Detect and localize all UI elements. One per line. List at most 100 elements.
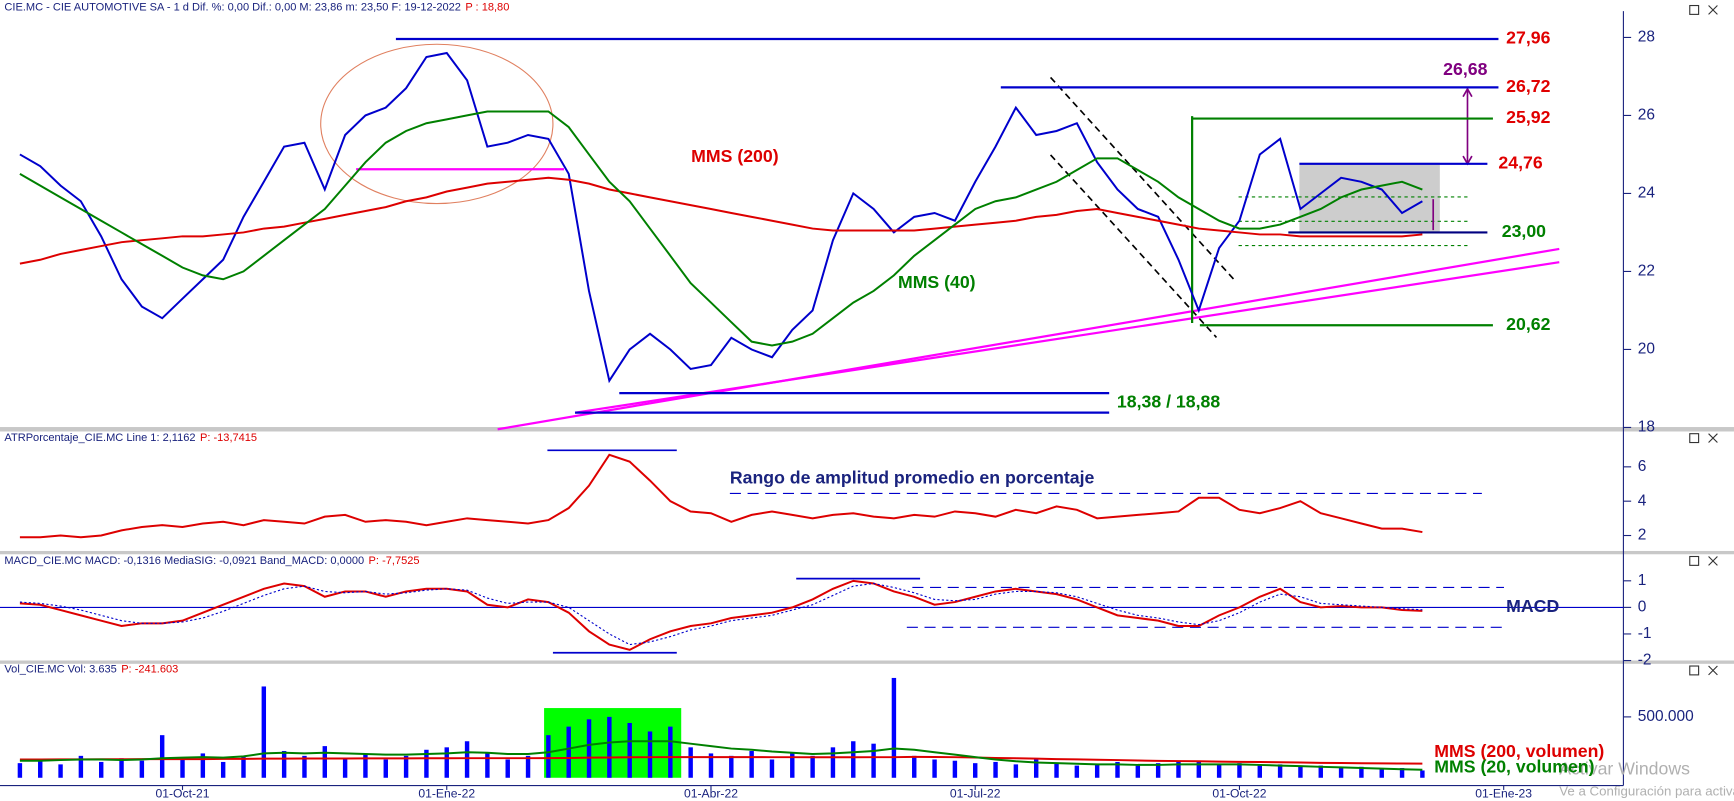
series-line	[19, 453, 1423, 539]
level-label: 20,62	[1506, 314, 1550, 334]
volume-bar	[1420, 770, 1425, 778]
volume-bar	[769, 759, 775, 778]
y-tick-label: 20	[1638, 341, 1655, 358]
volume-bar	[38, 759, 43, 778]
y-tick-label: 26	[1638, 107, 1655, 124]
volume-bar	[566, 726, 571, 778]
volume-bar	[647, 731, 653, 778]
channel-line	[1049, 76, 1237, 283]
volume-bar	[363, 753, 368, 778]
volume-bar	[322, 746, 328, 778]
volume-bar	[1013, 764, 1019, 778]
restore-button[interactable]	[1689, 433, 1700, 444]
volume-bar	[1298, 766, 1303, 778]
volume-bar	[1216, 764, 1222, 778]
restore-button[interactable]	[1689, 665, 1700, 676]
volume-bar	[1176, 760, 1181, 778]
volume-bar	[78, 755, 84, 778]
volume-bar	[444, 747, 449, 778]
level-label: 27,96	[1506, 28, 1550, 48]
series-label: MMS (200, volumen)	[1434, 741, 1604, 761]
volume-bar	[607, 716, 612, 778]
volume-bar	[1277, 764, 1283, 778]
series-label: MMS (200)	[691, 146, 779, 166]
close-button[interactable]	[1708, 556, 1718, 566]
channel-line	[1049, 154, 1218, 338]
y-tick-label: -1	[1638, 625, 1652, 642]
y-tick-label: 0	[1638, 598, 1647, 615]
x-tick-label: 01-Ene-22	[418, 787, 475, 801]
series-label: MMS (20, volumen)	[1434, 756, 1594, 776]
volume-bar	[159, 735, 165, 778]
volume-bar	[17, 763, 23, 778]
close-button[interactable]	[1708, 5, 1718, 15]
header-p: P: -13,7415	[200, 432, 257, 444]
level-label: 23,00	[1502, 221, 1546, 241]
volume-bar	[525, 755, 531, 778]
level-label: 18,38 / 18,88	[1117, 392, 1220, 412]
header-text: MACD_CIE.MC MACD: -0,1316 MediaSIG: -0,0…	[4, 555, 364, 567]
level-label: 25,92	[1506, 107, 1550, 127]
watermark: Ve a Configuración para activar Windows.	[1559, 784, 1734, 799]
window-buttons	[1689, 4, 1718, 676]
volume-bar	[932, 759, 937, 778]
y-tick-label: 4	[1638, 492, 1647, 509]
volume-bar	[1033, 759, 1039, 778]
volume-bar	[139, 760, 145, 778]
series-label: MACD	[1506, 596, 1559, 616]
volume-bar	[688, 747, 693, 778]
panel-separator	[0, 550, 1734, 555]
volume-bar	[1237, 763, 1242, 778]
close-button[interactable]	[1708, 665, 1718, 676]
volume-bar	[586, 719, 592, 778]
volume-bar	[119, 758, 124, 778]
level-label: 26,68	[1443, 59, 1487, 79]
range-box	[1299, 162, 1440, 233]
volume-bar	[1379, 769, 1384, 778]
panel-separator	[0, 660, 1734, 664]
header-p: P: -241.603	[121, 663, 178, 675]
volume-bar	[403, 755, 409, 778]
trend-line	[574, 261, 1560, 414]
volume-bar	[546, 735, 551, 778]
volume-bar	[220, 761, 226, 778]
volume-bar	[180, 759, 185, 778]
volume-bar	[810, 755, 815, 778]
volume-bar	[851, 741, 856, 778]
panel-header: CIE.MC - CIE AUTOMOTIVE SA - 1 d Dif. %:…	[4, 2, 509, 14]
volume-bar	[1318, 765, 1323, 778]
volume-bar	[729, 755, 734, 778]
trend-line	[497, 247, 1560, 431]
volume-bar	[342, 758, 348, 778]
panel-header: MACD_CIE.MC MACD: -0,1316 MediaSIG: -0,0…	[4, 555, 419, 567]
volume-bar	[505, 759, 510, 778]
y-tick-label: 28	[1638, 29, 1655, 46]
volume-bar	[830, 747, 836, 778]
x-tick-label: 01-Oct-22	[1212, 787, 1266, 801]
volume-bar	[749, 750, 754, 778]
restore-button[interactable]	[1689, 555, 1700, 566]
volume-bar	[1359, 766, 1364, 778]
volume-bar	[1399, 768, 1405, 778]
x-tick-label: 01-Jul-22	[950, 787, 1001, 801]
header-p: P : 18,80	[465, 2, 509, 14]
panel-separator	[0, 427, 1734, 432]
level-label: 24,76	[1498, 152, 1542, 172]
y-tick-label: 22	[1638, 263, 1655, 280]
series-line	[19, 755, 1423, 765]
volume-bar	[871, 743, 876, 778]
series-line	[19, 582, 1423, 646]
volume-bar	[200, 753, 206, 778]
y-tick-label: -2	[1638, 652, 1652, 669]
y-tick-label: 6	[1638, 458, 1647, 475]
y-tick-label: 1	[1638, 572, 1647, 589]
volume-bar	[261, 686, 267, 778]
volume-bar	[1135, 765, 1141, 778]
volume-bar	[1196, 761, 1202, 778]
header-p: P: -7,7525	[369, 555, 420, 567]
close-button[interactable]	[1708, 433, 1718, 443]
volume-bar	[952, 760, 958, 778]
y-tick-label: 2	[1638, 527, 1647, 544]
restore-button[interactable]	[1689, 4, 1700, 15]
